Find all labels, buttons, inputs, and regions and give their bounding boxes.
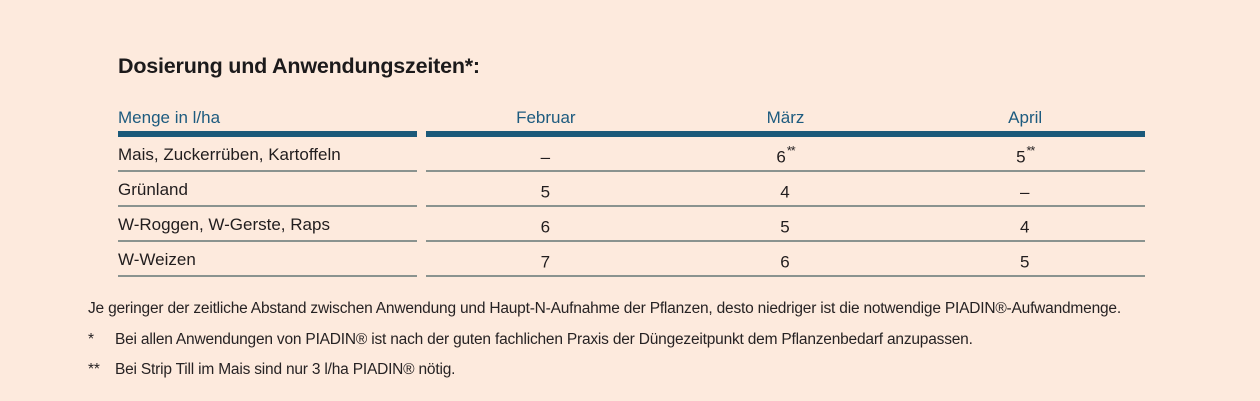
cell-value: 5 [1019, 252, 1030, 272]
footnote-marker: ** [786, 144, 796, 158]
footnote-marker: ** [1026, 144, 1036, 158]
footnote: * Bei allen Anwendungen von PIADIN® ist … [88, 330, 1256, 350]
cell-value: 4 [780, 182, 790, 202]
column-header-februar: Februar [516, 108, 576, 127]
row-label: Grünland [118, 172, 417, 207]
footnote-text: Bei Strip Till im Mais sind nur 3 l/ha P… [115, 361, 456, 378]
row-label: W-Weizen [118, 242, 417, 277]
cell-value: 7 [540, 252, 551, 272]
table-row: Grünland 5 4 – [118, 172, 1145, 207]
column-header-april: April [1008, 108, 1043, 127]
cell-value: 5 [780, 217, 790, 237]
table-row: Mais, Zuckerrüben, Kartoffeln – 6** 5** [118, 137, 1145, 172]
row-values: 5 4 – [426, 172, 1145, 207]
row-label: Mais, Zuckerrüben, Kartoffeln [118, 137, 417, 172]
footnote-text: Bei allen Anwendungen von PIADIN® ist na… [115, 331, 973, 348]
footnote: ** Bei Strip Till im Mais sind nur 3 l/h… [88, 360, 1256, 380]
month-headers: Februar März April [426, 108, 1145, 137]
row-values: – 6** 5** [426, 137, 1145, 172]
cell-value: 6 [540, 217, 551, 237]
row-values: 7 6 5 [426, 242, 1145, 277]
column-header-amount: Menge in l/ha [118, 108, 417, 137]
row-label: W-Roggen, W-Gerste, Raps [118, 207, 417, 242]
table-row: W-Roggen, W-Gerste, Raps 6 5 4 [118, 207, 1145, 242]
table-row: W-Weizen 7 6 5 [118, 242, 1145, 277]
footnote-marker: * [88, 331, 94, 348]
cell-value: 5 [540, 182, 551, 202]
dosing-table: Menge in l/ha Februar März April Mais, Z… [118, 108, 1145, 277]
cell-value: 6** [776, 144, 796, 167]
table-header-row: Menge in l/ha Februar März April [118, 108, 1145, 137]
row-values: 6 5 4 [426, 207, 1145, 242]
cell-value: 5** [1016, 144, 1036, 167]
notes-section: Je geringer der zeitliche Abstand zwisch… [88, 299, 1256, 390]
page-title: Dosierung und Anwendungszeiten*: [118, 54, 480, 78]
footnote-marker: ** [88, 361, 100, 378]
note-intro: Je geringer der zeitliche Abstand zwisch… [88, 300, 1121, 317]
column-header-maerz: März [766, 108, 805, 127]
cell-value: – [540, 147, 551, 167]
cell-value: 4 [1019, 217, 1030, 237]
cell-value: – [1019, 182, 1030, 202]
cell-value: 6 [780, 252, 790, 272]
